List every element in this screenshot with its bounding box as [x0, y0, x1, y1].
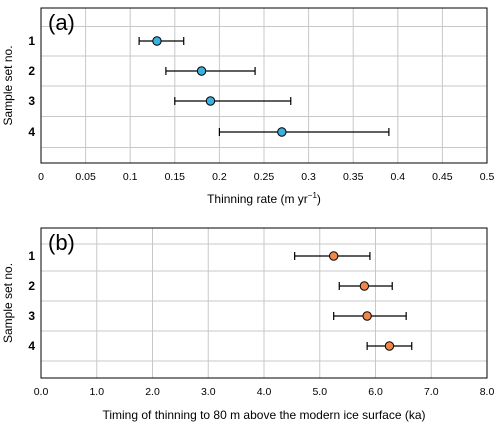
- panel-a-x-tick-label: 0.3: [301, 171, 316, 183]
- panel-b-grid: [41, 228, 487, 378]
- panel-b: (b) 0.0 1.0 2.0 3.0 4.0 5.0 6.0 7.0 8.0 1 2 3 4 Sam…: [1, 227, 495, 422]
- panel-b-x-tick-label: 6.0: [368, 386, 383, 398]
- panel-a-x-axis-title-sup: −1: [308, 191, 318, 200]
- panel-b-y-ticks: 1 2 3 4: [28, 249, 35, 353]
- panel-b-data-point: [328, 251, 339, 261]
- panel-b-y-tick-label: 2: [28, 279, 35, 293]
- panel-a-x-tick-label: 0.1: [123, 171, 138, 183]
- panel-b-x-tick-label: 4.0: [257, 386, 272, 398]
- panel-b-x-tick-label: 8.0: [480, 386, 495, 398]
- panel-a-data-point: [152, 36, 162, 46]
- panel-a-x-tick-label: 0: [38, 171, 44, 183]
- panel-a-x-tick-label: 0.2: [212, 171, 227, 183]
- panel-b-x-tick-label: 2.0: [145, 386, 160, 398]
- panel-b-x-tick-label: 3.0: [201, 386, 216, 398]
- panel-a-data-point: [277, 127, 287, 137]
- panel-a-y-tick-label: 3: [28, 94, 35, 108]
- panel-a-x-tick-label: 0.05: [75, 171, 96, 183]
- panel-a-data-point: [205, 96, 216, 106]
- panel-a-y-tick-label: 1: [28, 34, 35, 48]
- panel-b-data-point: [362, 311, 372, 321]
- panel-b-data-point: [384, 341, 395, 351]
- panel-b-y-tick-label: 4: [28, 339, 35, 353]
- panel-a-data-point: [196, 66, 207, 76]
- panel-b-x-tick-label: 7.0: [424, 386, 439, 398]
- panel-b-x-axis-title: Timing of thinning to 80 m above the mod…: [102, 408, 425, 422]
- panel-a-frame: [40, 7, 488, 164]
- panel-a-x-axis-title-close: ): [317, 192, 321, 206]
- panel-a-x-ticks: 0 0.05 0.1 0.15 0.2 0.25 0.3 0.35 0.4 0.45 0.5: [38, 171, 494, 183]
- panel-b-y-tick-label: 3: [28, 309, 35, 323]
- panel-b-x-tick-label: 5.0: [312, 386, 327, 398]
- panel-b-x-ticks: 0.0 1.0 2.0 3.0 4.0 5.0 6.0 7.0 8.0: [34, 386, 495, 398]
- panel-b-x-tick-label: 1.0: [89, 386, 104, 398]
- panel-a-x-tick-label: 0.35: [343, 171, 364, 183]
- panel-b-label: (b): [48, 230, 75, 255]
- panel-a-grid: [41, 8, 487, 163]
- panel-a: (a) 0 0.05 0.1 0.15 0.2 0.25 0.3 0.35 0.4 0.45 0.5…: [1, 7, 494, 206]
- panel-a-x-axis-title-main: Thinning rate (m yr: [207, 192, 308, 206]
- panel-a-x-axis-title: Thinning rate (m yr−1): [207, 191, 321, 206]
- panel-a-y-tick-label: 2: [28, 64, 35, 78]
- panel-a-y-ticks: 1 2 3 4: [28, 34, 35, 139]
- panel-a-x-tick-label: 0.5: [480, 171, 495, 183]
- panel-a-x-tick-label: 0.45: [432, 171, 453, 183]
- panel-a-x-tick-label: 0.25: [254, 171, 275, 183]
- panel-a-x-tick-label: 0.15: [165, 171, 186, 183]
- panel-a-y-tick-label: 4: [28, 125, 35, 139]
- panel-b-marks: [294, 251, 413, 351]
- panel-a-label: (a): [48, 10, 75, 35]
- panel-b-x-tick-label: 0.0: [34, 386, 49, 398]
- panel-a-marks: [138, 36, 390, 137]
- panel-a-y-axis-title: Sample set no.: [1, 45, 15, 125]
- panel-a-x-tick-label: 0.4: [390, 171, 405, 183]
- panel-b-y-axis-title: Sample set no.: [1, 263, 15, 343]
- panel-b-y-tick-label: 1: [28, 249, 35, 263]
- panel-b-frame: [40, 227, 488, 379]
- panel-b-data-point: [359, 281, 370, 291]
